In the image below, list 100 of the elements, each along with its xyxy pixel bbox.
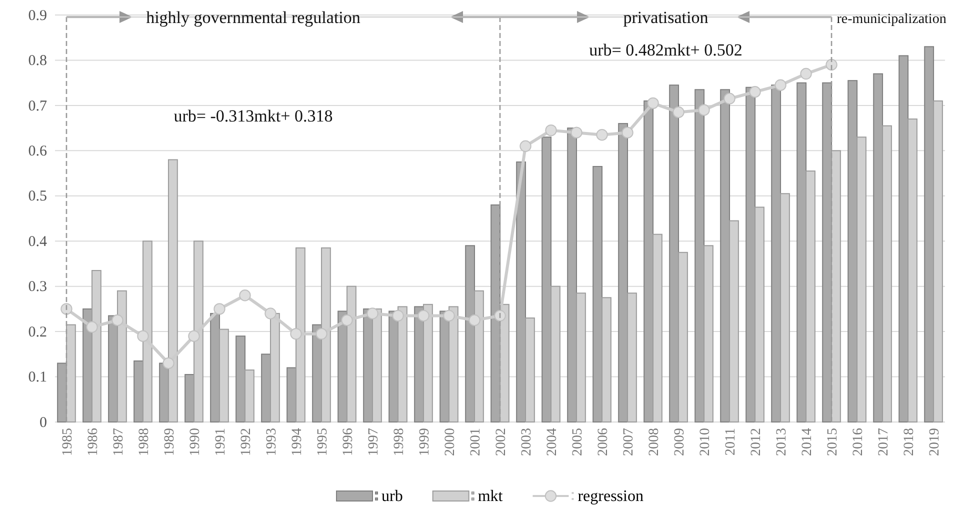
bar: [542, 136, 552, 422]
legend-label: mkt: [478, 488, 504, 505]
y-tick-label: 0.4: [28, 234, 48, 250]
bar: [873, 73, 884, 422]
bar: [694, 89, 705, 422]
x-tick-label: 1999: [417, 428, 432, 456]
x-tick-label: 2001: [468, 428, 484, 456]
point: [647, 97, 659, 110]
bar: [440, 310, 450, 422]
point: [112, 314, 124, 326]
bar: [720, 89, 730, 422]
bar: [898, 55, 909, 422]
annotation: highly governmental regulation: [146, 8, 361, 27]
bar: [822, 82, 832, 422]
point: [520, 140, 532, 152]
legend-label: urb: [382, 488, 403, 505]
x-tick-label: 1995: [315, 428, 330, 456]
point: [162, 357, 174, 370]
bar: [669, 84, 680, 422]
point: [468, 314, 480, 326]
x-tick-label: 1996: [340, 428, 356, 456]
bar: [796, 82, 807, 422]
y-tick-label: 0.3: [28, 279, 47, 296]
x-tick-label: 2017: [876, 428, 892, 456]
y-tick-label: 0.1: [28, 370, 47, 386]
point: [570, 126, 582, 138]
legend-label: regression: [578, 488, 644, 505]
x-tick-label: 2002: [494, 428, 509, 456]
bar: [286, 367, 296, 422]
point: [800, 68, 812, 80]
point: [826, 58, 838, 71]
x-tick-label: 2006: [596, 428, 611, 456]
bar: [388, 310, 398, 422]
annotation: urb= 0.482mkt+ 0.502: [589, 40, 742, 60]
point: [264, 308, 276, 320]
point: [545, 124, 557, 136]
bar: [924, 46, 934, 422]
x-tick-label: 1990: [188, 428, 203, 456]
y-tick-label: 0: [40, 414, 47, 431]
bar: [236, 336, 246, 422]
point: [749, 86, 761, 98]
point: [672, 106, 684, 118]
bar: [490, 204, 500, 422]
bar: [57, 362, 67, 422]
x-tick-label: 2012: [748, 428, 764, 456]
bar: [134, 360, 144, 422]
x-tick-label: 2014: [800, 428, 815, 456]
bar: [261, 354, 271, 422]
point: [622, 126, 634, 138]
y-tick-label: 0.9: [28, 8, 47, 24]
y-tick-label: 0.2: [28, 324, 47, 340]
bar: [618, 123, 628, 422]
point: [724, 92, 736, 105]
bar: [414, 306, 424, 422]
bar: [746, 86, 756, 422]
bar: [159, 362, 169, 422]
x-tick-label: 1989: [162, 428, 178, 456]
x-tick-label: 1997: [366, 428, 382, 456]
point: [366, 308, 378, 320]
x-tick-label: 1986: [86, 428, 101, 456]
point: [443, 310, 455, 322]
x-tick-label: 2009: [672, 428, 688, 456]
x-tick-label: 1998: [392, 428, 407, 456]
point: [214, 303, 226, 315]
bar: [210, 312, 220, 422]
bar: [644, 100, 654, 422]
bar: [184, 374, 194, 422]
x-tick-label: 1985: [60, 428, 76, 456]
bar: [848, 80, 858, 422]
y-tick-label: 0.8: [28, 53, 47, 70]
x-tick-label: 2010: [698, 428, 713, 456]
x-tick-label: 2016: [850, 428, 866, 456]
point: [86, 321, 98, 333]
y-tick-label: 0.7: [28, 98, 48, 114]
bar: [592, 166, 603, 422]
point: [341, 314, 353, 326]
y-tick-label: 0.5: [28, 188, 47, 205]
x-tick-label: 2015: [825, 428, 840, 456]
bar: [771, 84, 782, 422]
point: [137, 330, 149, 342]
x-tick-label: 1988: [136, 428, 152, 456]
point: [698, 104, 710, 116]
point: [290, 328, 302, 340]
point: [494, 310, 506, 322]
point: [316, 328, 328, 340]
point: [774, 79, 786, 91]
x-tick-label: 1987: [111, 428, 126, 456]
point: [188, 330, 200, 342]
point: [596, 128, 608, 141]
x-tick-label: 2013: [774, 428, 790, 456]
y-tick-label: 0.6: [28, 143, 48, 160]
x-tick-label: 2008: [646, 428, 662, 456]
x-tick-label: 2003: [519, 428, 534, 456]
x-tick-label: 2007: [621, 428, 636, 456]
x-tick-label: 2000: [442, 428, 458, 456]
point: [392, 310, 404, 322]
point: [418, 310, 430, 322]
bar: [465, 245, 475, 422]
x-tick-label: 2019: [927, 428, 942, 456]
x-tick-label: 2018: [902, 428, 917, 456]
